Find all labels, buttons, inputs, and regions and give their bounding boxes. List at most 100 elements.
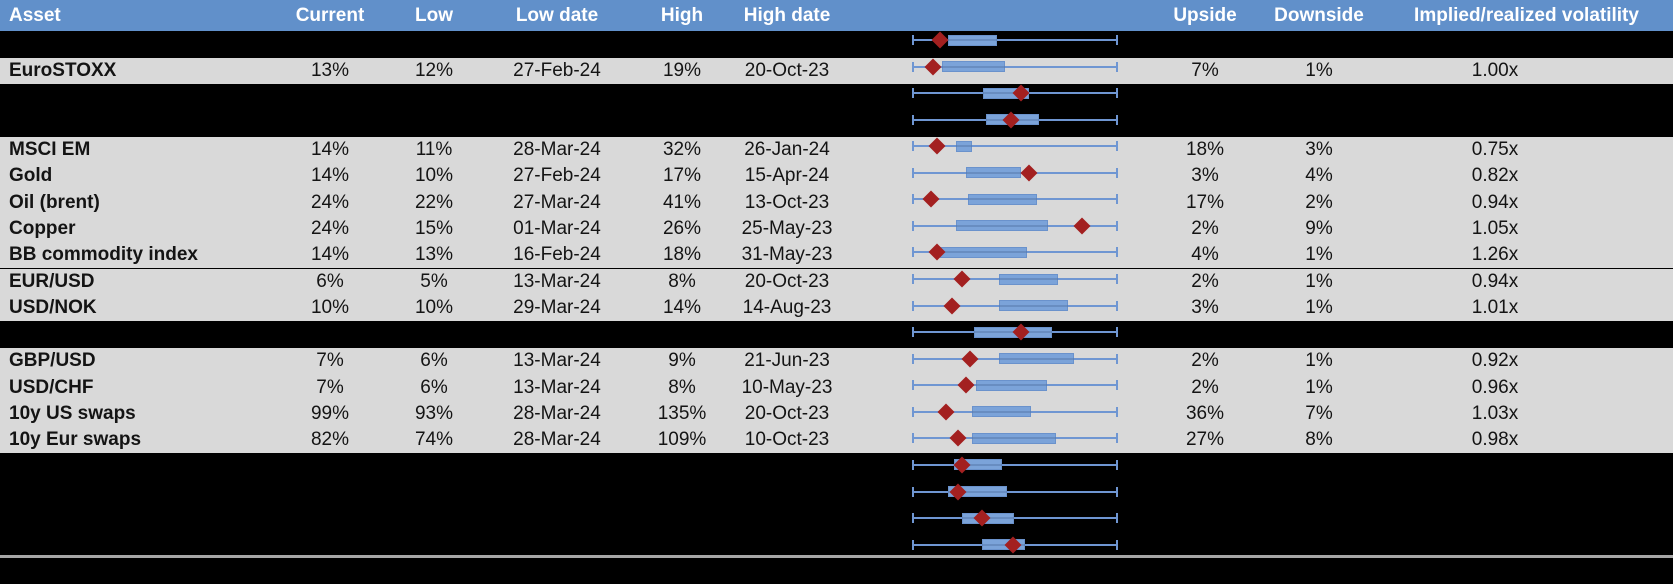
- cell-low[interactable]: 15%: [414, 218, 454, 240]
- cell-low_date[interactable]: 13-Mar-24: [513, 376, 601, 398]
- cell-high_date[interactable]: 21-Jun-23: [744, 350, 830, 372]
- cell-high_date[interactable]: 20-Oct-23: [744, 270, 830, 292]
- column-header-asset[interactable]: Asset: [9, 4, 61, 26]
- cell-impl_real[interactable]: 1.05x: [1471, 218, 1519, 240]
- cell-low[interactable]: 10%: [414, 296, 454, 318]
- cell-low_date[interactable]: 13-Mar-24: [513, 350, 601, 372]
- table-row[interactable]: USD/CHF 7% 6% 13-Mar-24 8% 10-May-23 2% 1% 0.96x: [0, 374, 1673, 401]
- cell-impl_real[interactable]: 1.03x: [1471, 402, 1519, 424]
- cell-impl_real[interactable]: 1.00x: [1471, 60, 1519, 81]
- cell-upside[interactable]: 3%: [1191, 165, 1219, 187]
- column-header-high[interactable]: High: [660, 4, 704, 26]
- cell-impl_real[interactable]: 1.01x: [1471, 296, 1519, 318]
- cell-high_date[interactable]: 10-May-23: [741, 376, 833, 398]
- cell-high_date[interactable]: 14-Aug-23: [742, 296, 832, 318]
- cell-low[interactable]: 10%: [414, 165, 454, 187]
- table-row[interactable]: MSCI EM 14% 11% 28-Mar-24 32% 26-Jan-24 18% 3% 0…: [0, 137, 1673, 164]
- cell-high_date[interactable]: 26-Jan-24: [744, 139, 830, 161]
- column-header-upside[interactable]: Upside: [1173, 4, 1237, 26]
- cell-low[interactable]: 22%: [414, 191, 454, 213]
- cell-downside[interactable]: 1%: [1305, 270, 1333, 292]
- cell-asset[interactable]: EUR/USD: [9, 270, 95, 292]
- table-row[interactable]: EuroSTOXX 13% 12% 27-Feb-24 19% 20-Oct-23 7% 1%…: [0, 58, 1673, 84]
- cell-downside[interactable]: 2%: [1305, 191, 1333, 213]
- column-header-current[interactable]: Current: [295, 4, 365, 26]
- cell-downside[interactable]: 4%: [1305, 165, 1333, 187]
- table-row[interactable]: BB commodity index 14% 13% 16-Feb-24 18% 31-M…: [0, 242, 1673, 269]
- cell-upside[interactable]: 4%: [1191, 244, 1219, 266]
- cell-low_date[interactable]: 13-Mar-24: [513, 270, 601, 292]
- column-header-low[interactable]: Low: [415, 4, 453, 26]
- cell-current[interactable]: 10%: [310, 296, 350, 318]
- cell-upside[interactable]: 2%: [1191, 270, 1219, 292]
- cell-high[interactable]: 8%: [668, 376, 696, 398]
- cell-high_date[interactable]: 13-Oct-23: [744, 191, 830, 213]
- cell-asset[interactable]: MSCI EM: [9, 139, 91, 161]
- cell-asset[interactable]: GBP/USD: [9, 350, 96, 372]
- cell-high_date[interactable]: 20-Oct-23: [744, 402, 830, 424]
- cell-high[interactable]: 17%: [662, 165, 702, 187]
- cell-downside[interactable]: 3%: [1305, 139, 1333, 161]
- cell-current[interactable]: 6%: [316, 270, 344, 292]
- cell-low_date[interactable]: 27-Feb-24: [513, 165, 601, 187]
- cell-low[interactable]: 5%: [420, 270, 448, 292]
- cell-high[interactable]: 19%: [662, 60, 702, 81]
- cell-upside[interactable]: 2%: [1191, 350, 1219, 372]
- table-row[interactable]: 10y Eur swaps 82% 74% 28-Mar-24 109% 10-Oct-2…: [0, 427, 1673, 454]
- cell-current[interactable]: 13%: [310, 60, 350, 81]
- cell-high[interactable]: 135%: [657, 402, 707, 424]
- cell-high_date[interactable]: 10-Oct-23: [744, 429, 830, 451]
- table-row[interactable]: Oil (brent) 24% 22% 27-Mar-24 41% 13-Oct-23 17…: [0, 189, 1673, 216]
- table-row[interactable]: 10y US swaps 99% 93% 28-Mar-24 135% 20-Oct-23…: [0, 400, 1673, 427]
- table-row[interactable]: EUR/USD 6% 5% 13-Mar-24 8% 20-Oct-23 2% 1% 0.94x: [0, 268, 1673, 295]
- cell-impl_real[interactable]: 0.94x: [1471, 270, 1519, 292]
- table-row[interactable]: GBP/USD 7% 6% 13-Mar-24 9% 21-Jun-23 2% 1% 0.92x: [0, 348, 1673, 375]
- cell-downside[interactable]: 8%: [1305, 429, 1333, 451]
- cell-high[interactable]: 8%: [668, 270, 696, 292]
- cell-impl_real[interactable]: 1.26x: [1471, 244, 1519, 266]
- cell-downside[interactable]: 1%: [1305, 296, 1333, 318]
- cell-high[interactable]: 32%: [662, 139, 702, 161]
- cell-impl_real[interactable]: 0.82x: [1471, 165, 1519, 187]
- cell-high[interactable]: 18%: [662, 244, 702, 266]
- cell-asset[interactable]: USD/NOK: [9, 296, 97, 318]
- table-row[interactable]: Gold 14% 10% 27-Feb-24 17% 15-Apr-24 3% 4% 0.82x: [0, 163, 1673, 190]
- cell-low[interactable]: 6%: [420, 376, 448, 398]
- cell-low_date[interactable]: 28-Mar-24: [513, 402, 601, 424]
- cell-high_date[interactable]: 20-Oct-23: [744, 60, 830, 81]
- cell-low_date[interactable]: 28-Mar-24: [513, 429, 601, 451]
- column-header-low-date[interactable]: Low date: [515, 4, 599, 26]
- cell-asset[interactable]: USD/CHF: [9, 376, 94, 398]
- cell-downside[interactable]: 7%: [1305, 402, 1333, 424]
- cell-low[interactable]: 12%: [414, 60, 454, 81]
- cell-high_date[interactable]: 25-May-23: [741, 218, 833, 240]
- cell-high[interactable]: 9%: [668, 350, 696, 372]
- table-row[interactable]: USD/NOK 10% 10% 29-Mar-24 14% 14-Aug-23 3% 1% 1.…: [0, 294, 1673, 322]
- cell-asset[interactable]: EuroSTOXX: [9, 60, 117, 81]
- cell-downside[interactable]: 1%: [1305, 60, 1333, 81]
- cell-current[interactable]: 7%: [316, 376, 344, 398]
- cell-high[interactable]: 14%: [662, 296, 702, 318]
- cell-low_date[interactable]: 29-Mar-24: [513, 296, 601, 318]
- cell-asset[interactable]: 10y Eur swaps: [9, 429, 142, 451]
- cell-current[interactable]: 99%: [310, 402, 350, 424]
- cell-current[interactable]: 14%: [310, 165, 350, 187]
- cell-current[interactable]: 14%: [310, 139, 350, 161]
- column-header-downside[interactable]: Downside: [1274, 4, 1364, 26]
- cell-downside[interactable]: 1%: [1305, 376, 1333, 398]
- cell-impl_real[interactable]: 0.92x: [1471, 350, 1519, 372]
- cell-high[interactable]: 41%: [662, 191, 702, 213]
- cell-impl_real[interactable]: 0.75x: [1471, 139, 1519, 161]
- cell-low[interactable]: 93%: [414, 402, 454, 424]
- cell-asset[interactable]: 10y US swaps: [9, 402, 136, 424]
- cell-low_date[interactable]: 27-Feb-24: [513, 60, 601, 81]
- cell-upside[interactable]: 18%: [1185, 139, 1225, 161]
- cell-upside[interactable]: 2%: [1191, 218, 1219, 240]
- cell-impl_real[interactable]: 0.96x: [1471, 376, 1519, 398]
- cell-high_date[interactable]: 15-Apr-24: [744, 165, 830, 187]
- table-row[interactable]: Copper 24% 15% 01-Mar-24 26% 25-May-23 2% 9% 1.0…: [0, 215, 1673, 243]
- cell-low[interactable]: 74%: [414, 429, 454, 451]
- cell-upside[interactable]: 27%: [1185, 429, 1225, 451]
- cell-current[interactable]: 24%: [310, 218, 350, 240]
- cell-low_date[interactable]: 28-Mar-24: [513, 139, 601, 161]
